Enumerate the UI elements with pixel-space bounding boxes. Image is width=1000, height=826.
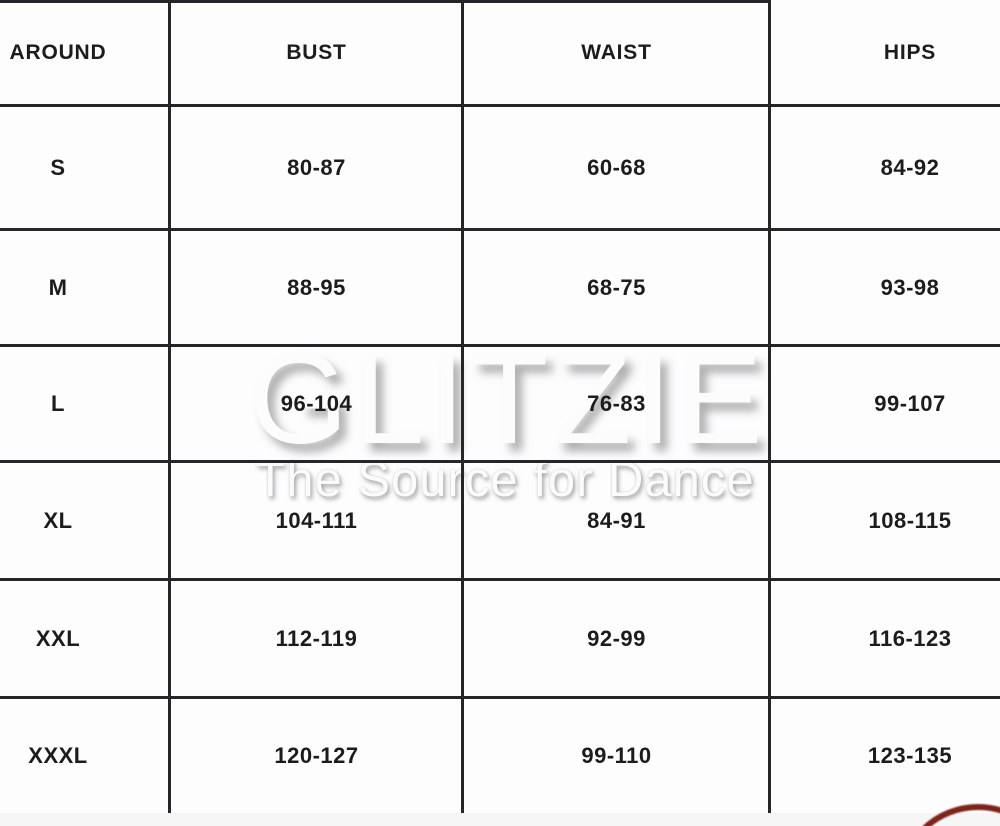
bust-value: 112-119 bbox=[275, 626, 358, 651]
hips-value: 108-115 bbox=[868, 508, 952, 533]
column-header-bust: BUST bbox=[286, 41, 347, 64]
size-label: L bbox=[51, 391, 65, 416]
size-label: XL bbox=[43, 508, 73, 533]
waist-value: 92-99 bbox=[587, 626, 646, 651]
hips-value: 84-92 bbox=[880, 155, 940, 180]
waist-value: 84-91 bbox=[587, 508, 646, 533]
table-row-divider bbox=[0, 460, 1000, 463]
waist-value: 76-83 bbox=[587, 391, 646, 416]
size-label: XXL bbox=[35, 626, 81, 651]
hips-value: 123-135 bbox=[867, 742, 953, 768]
watermark-brand-text: GLITZIE bbox=[248, 328, 768, 471]
bust-value: 80-87 bbox=[287, 155, 346, 180]
hips-value: 99-107 bbox=[874, 391, 946, 416]
size-label: S bbox=[50, 155, 66, 180]
bust-value: 120-127 bbox=[274, 742, 359, 768]
column-header-hips: HIPS bbox=[883, 41, 937, 64]
waist-value: 99-110 bbox=[581, 742, 652, 768]
watermark-tagline-text: The Source for Dance bbox=[255, 453, 755, 507]
table-column-divider bbox=[461, 0, 464, 813]
bust-value: 96-104 bbox=[280, 391, 353, 416]
table-column-divider bbox=[168, 0, 171, 813]
size-label: M bbox=[48, 275, 68, 300]
hips-value: 93-98 bbox=[880, 275, 940, 300]
size-label: XXXL bbox=[28, 742, 88, 768]
table-row-divider bbox=[0, 696, 1000, 699]
hips-value: 116-123 bbox=[868, 626, 952, 651]
bottom-edge-strip bbox=[0, 813, 1000, 826]
waist-value: 68-75 bbox=[587, 275, 646, 300]
bust-value: 88-95 bbox=[287, 275, 346, 300]
table-top-border bbox=[0, 0, 771, 3]
table-row-divider bbox=[0, 344, 1000, 347]
table-row-divider bbox=[0, 228, 1000, 231]
table-row-divider bbox=[0, 578, 1000, 581]
table-row-divider bbox=[0, 104, 1000, 107]
table-column-divider bbox=[768, 0, 771, 813]
bust-value: 104-111 bbox=[275, 508, 358, 533]
column-header-waist: WAIST bbox=[581, 41, 652, 64]
waist-value: 60-68 bbox=[587, 155, 646, 180]
column-header-around: AROUND bbox=[9, 41, 107, 64]
